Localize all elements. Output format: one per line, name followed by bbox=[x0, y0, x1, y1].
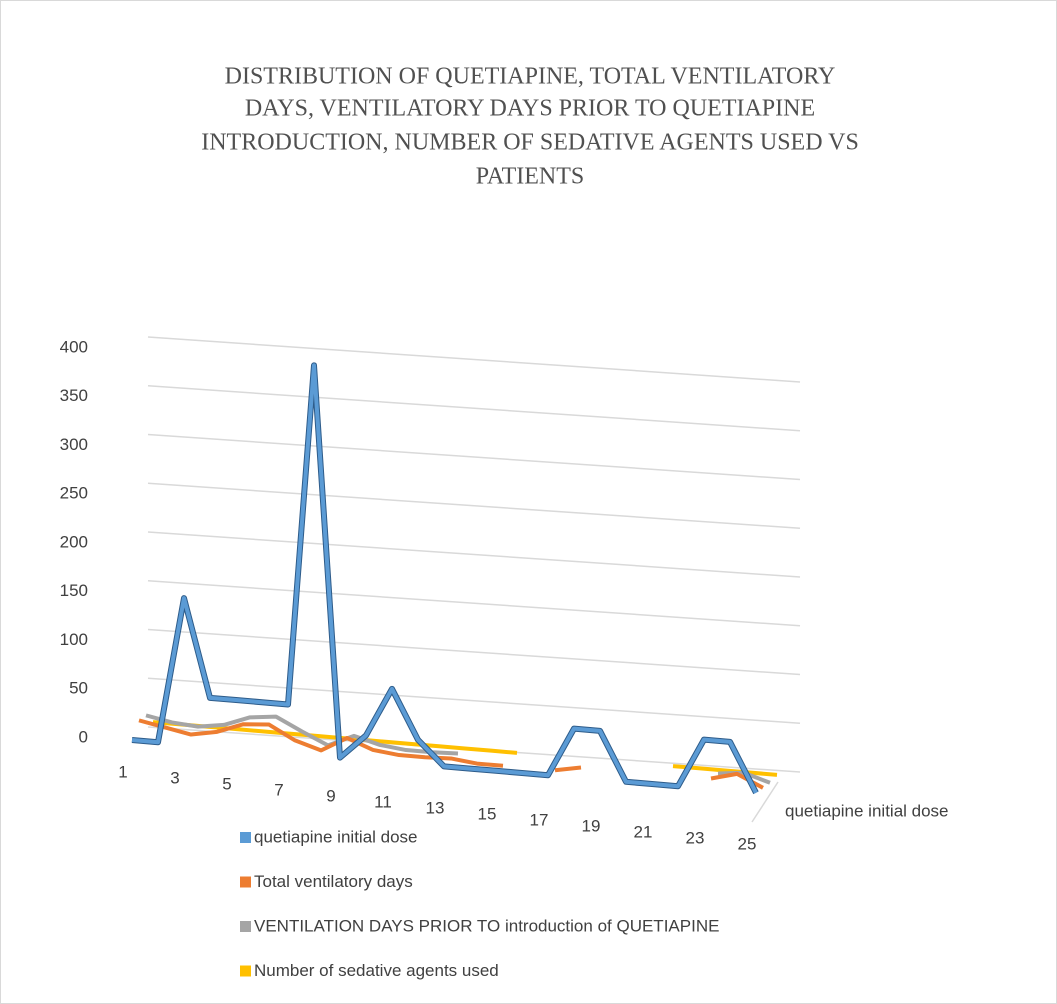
grid-line bbox=[147, 580, 801, 627]
depth-axis-label: quetiapine initial dose bbox=[785, 801, 949, 820]
x-tick-label: 15 bbox=[478, 804, 497, 823]
y-tick-label: 100 bbox=[60, 630, 88, 649]
series-line bbox=[131, 363, 758, 794]
grid-line bbox=[147, 433, 801, 481]
x-tick-label: 19 bbox=[582, 816, 601, 835]
x-tick-label: 9 bbox=[326, 786, 335, 805]
chart-title: INTRODUCTION, NUMBER OF SEDATIVE AGENTS … bbox=[201, 130, 859, 156]
legend-label: Number of sedative agents used bbox=[254, 961, 499, 980]
legend-label: quetiapine initial dose bbox=[254, 827, 418, 846]
x-tick-label: 3 bbox=[170, 768, 179, 787]
grid-line bbox=[147, 336, 801, 383]
legend-label: VENTILATION DAYS PRIOR TO introduction o… bbox=[254, 916, 719, 935]
x-tick-label: 25 bbox=[738, 834, 757, 853]
x-tick-label: 5 bbox=[222, 774, 231, 793]
grid-line bbox=[147, 531, 801, 578]
y-tick-label: 350 bbox=[60, 386, 88, 405]
x-tick-label: 23 bbox=[686, 828, 705, 847]
x-tick-label: 13 bbox=[426, 798, 445, 817]
y-tick-label: 200 bbox=[60, 532, 88, 551]
y-tick-label: 250 bbox=[60, 484, 88, 503]
legend-swatch bbox=[240, 876, 251, 888]
legend-swatch bbox=[240, 921, 251, 932]
x-tick-label: 17 bbox=[530, 810, 549, 829]
grid-line bbox=[147, 385, 801, 432]
chart-title: DAYS, VENTILATORY DAYS PRIOR TO QUETIAPI… bbox=[245, 96, 815, 122]
y-tick-label: 0 bbox=[79, 727, 88, 746]
x-tick-label: 7 bbox=[274, 780, 283, 799]
grid-line bbox=[147, 628, 801, 676]
y-tick-label: 400 bbox=[60, 337, 88, 356]
x-tick-label: 1 bbox=[118, 762, 127, 781]
y-tick-label: 300 bbox=[60, 435, 88, 454]
x-tick-label: 21 bbox=[634, 822, 653, 841]
legend-swatch bbox=[240, 832, 251, 843]
y-tick-label: 50 bbox=[69, 679, 88, 698]
y-tick-label: 150 bbox=[60, 581, 88, 600]
legend-swatch bbox=[240, 965, 251, 977]
depth-axis bbox=[751, 781, 779, 823]
chart-title: DISTRIBUTION OF QUETIAPINE, TOTAL VENTIL… bbox=[225, 64, 836, 90]
grid-line bbox=[147, 677, 801, 724]
x-tick-label: 11 bbox=[374, 792, 392, 811]
grid-line bbox=[147, 482, 801, 529]
chart-title: PATIENTS bbox=[476, 164, 584, 190]
legend-label: Total ventilatory days bbox=[254, 872, 413, 891]
